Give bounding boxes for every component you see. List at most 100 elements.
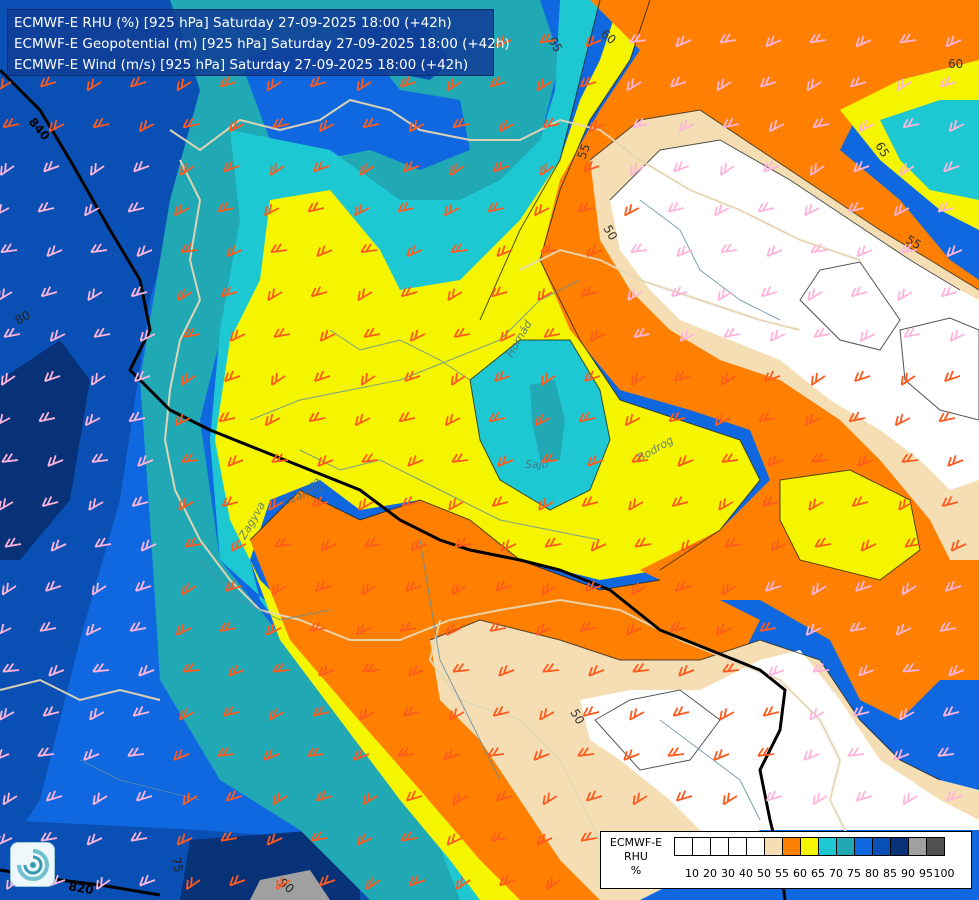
rhu-legend: ECMWF-E RHU % 10 20 30 40 50 55 60 65 70 75 80 85 90… [600,831,972,889]
wind-barb [217,747,235,757]
wind-barb [44,580,62,592]
legend-tick-label: 80 [865,867,879,880]
wind-barb [404,370,421,383]
wind-barb [848,411,866,423]
wind-barb [540,372,556,386]
wind-barb [760,286,778,298]
wind-barb [91,453,109,463]
wind-barb [2,117,20,129]
wind-barb [402,706,420,717]
wind-barb [42,706,60,717]
wind-barb [847,747,865,757]
wind-barb [272,792,288,806]
wind-barb [182,792,198,806]
wind-barb [539,163,555,176]
wind-barb [219,621,237,632]
wind-barb [937,747,955,757]
wind-barb [274,537,292,548]
wind-barb [309,621,327,632]
wind-barb [498,119,515,133]
wind-barb [91,582,107,596]
wind-barb [317,455,334,467]
wind-barb [451,453,469,463]
wind-barb [361,453,379,463]
wind-barb [272,117,290,129]
rhu-90-field [0,340,90,560]
wind-barb [716,78,732,92]
wind-barb [538,498,554,511]
legend-tick-label: 40 [739,867,753,880]
wind-barb [669,76,687,88]
wind-barb [129,76,147,88]
legend-tick-label: 75 [847,867,861,880]
wind-barb [410,539,427,552]
wind-barb [721,582,737,596]
wind-barb [128,411,146,423]
geopotential-label-820: 820 [67,879,94,897]
wind-barb [893,749,910,761]
wind-barb [263,749,280,761]
wind-barb [444,413,461,427]
wind-barb [541,582,557,596]
wind-barb [359,708,375,721]
wind-barb [225,790,243,802]
wind-barb [138,664,155,677]
wind-barb [535,623,552,636]
wind-barb [130,831,148,842]
wind-barb [362,117,380,129]
legend-tick-label: 60 [793,867,807,880]
wind-barb [896,78,912,92]
wind-barb [714,413,731,427]
wind-barb [581,496,599,508]
wind-barb [630,372,646,386]
wind-barb [178,498,194,511]
wind-barb [941,496,959,508]
wind-barb [37,747,55,757]
wind-barb [263,203,280,217]
wind-barb [812,792,828,806]
wind-barb [497,455,514,467]
wind-barb [902,792,918,806]
wind-barb [90,372,106,386]
legend-tick-label: 20 [703,867,717,880]
wind-barb [938,411,956,423]
wind-barb [401,496,419,508]
wind-barb [265,623,282,636]
wind-barb [667,747,685,757]
wind-barb [720,372,736,386]
wind-barb [857,455,874,467]
wind-barb [670,286,688,298]
wind-barb [805,623,822,636]
wind-barb [269,163,285,176]
wind-barb [542,117,560,129]
legend-tick-label: 95 [919,867,933,880]
legend-swatch [890,837,909,856]
wind-barb [499,874,516,887]
legend-tick-label: 65 [811,867,825,880]
wind-barb [724,537,742,548]
wind-barb [859,329,876,342]
wind-barb [44,370,61,383]
wind-barb [0,372,16,386]
wind-barb [768,664,785,677]
wind-barb [127,201,145,213]
wind-barb [757,747,775,757]
wind-barb [720,243,738,254]
wind-barb [173,749,190,761]
wind-barb [811,453,829,463]
wind-barb [217,201,235,213]
wind-barb [353,203,370,217]
legend-swatch [674,837,693,856]
wind-barb [92,792,108,806]
title-wind: ECMWF-E Wind (m/s) [925 hPa] Saturday 27… [14,57,469,73]
wind-barb [46,245,63,258]
wind-barb [679,329,696,342]
wind-barb [894,413,911,427]
wind-barb [408,664,425,677]
legend-variable: RHU [624,850,648,863]
wind-barb [676,245,693,258]
wind-barb [318,664,335,677]
wind-barb [494,580,512,592]
